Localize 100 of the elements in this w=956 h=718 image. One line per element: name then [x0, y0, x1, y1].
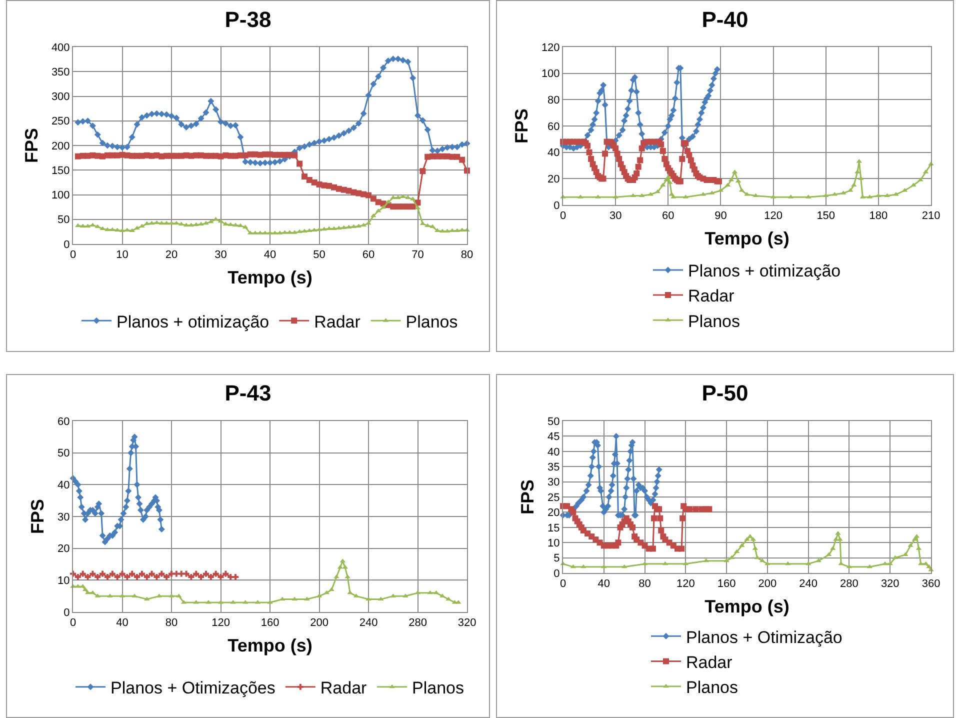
y-tick-label: 50	[548, 416, 560, 428]
y-tick-label: 350	[51, 66, 70, 78]
x-tick-label: 280	[408, 617, 427, 630]
point	[168, 570, 174, 577]
x-tick-label: 210	[922, 210, 940, 222]
x-tick-label: 120	[212, 617, 230, 630]
legend-label: Planos	[686, 678, 738, 697]
y-tick-label: 50	[58, 448, 70, 460]
x-tick-label: 120	[676, 578, 695, 590]
chart-title: P-50	[702, 380, 748, 406]
y-tick-label: 60	[58, 416, 70, 428]
x-tick-label: 240	[799, 578, 818, 590]
point	[580, 564, 586, 568]
x-tick-label: 320	[458, 617, 476, 630]
point	[144, 574, 150, 580]
y-tick-label: 10	[548, 537, 560, 550]
point	[114, 574, 120, 580]
y-tick-label: 80	[548, 94, 560, 107]
point	[188, 574, 194, 580]
point	[157, 516, 164, 523]
y-tick-label: 30	[548, 476, 560, 489]
y-tick-label: 30	[58, 511, 70, 524]
point	[74, 574, 81, 580]
point	[78, 504, 85, 510]
point	[129, 570, 136, 577]
point	[156, 506, 162, 514]
x-tick-label: 60	[362, 249, 375, 262]
point	[77, 494, 84, 501]
point	[131, 434, 138, 440]
point	[154, 574, 160, 580]
x-axis-title: Tempo (s)	[228, 635, 312, 656]
point	[80, 570, 86, 577]
point	[125, 488, 132, 494]
y-tick-label: 15	[548, 522, 560, 534]
chart-title: P-43	[224, 380, 272, 406]
point	[876, 193, 882, 198]
x-axis-title: Tempo (s)	[704, 228, 790, 248]
point	[222, 570, 229, 577]
y-tick-label: 150	[51, 164, 70, 177]
legend-label: Planos + Otimizações	[110, 678, 276, 698]
x-axis-title: Tempo (s)	[704, 596, 790, 616]
point	[92, 510, 98, 517]
y-tick-label: 60	[548, 120, 560, 133]
x-tick-label: 30	[214, 249, 227, 262]
y-tick-label: 0	[554, 200, 560, 212]
point	[630, 193, 636, 198]
y-tick-label: 20	[548, 174, 560, 186]
x-tick-label: 160	[260, 617, 280, 630]
y-tick-label: 20	[548, 507, 560, 520]
point	[119, 570, 126, 577]
x-tick-label: 280	[840, 578, 858, 590]
x-tick-label: 40	[116, 617, 128, 630]
y-tick-label: 400	[51, 42, 70, 54]
point	[212, 570, 219, 577]
point	[120, 510, 127, 517]
x-tick-label: 80	[165, 617, 178, 630]
point	[158, 526, 165, 532]
point	[193, 570, 200, 577]
point	[124, 497, 130, 504]
y-tick-label: 0	[64, 606, 70, 619]
y-tick-label: 0	[64, 238, 70, 251]
point	[136, 500, 143, 508]
point	[615, 540, 622, 546]
point	[100, 570, 106, 577]
point	[134, 574, 140, 580]
point	[678, 546, 685, 552]
y-tick-label: 5	[554, 552, 560, 565]
y-tick-label: 20	[58, 543, 70, 556]
x-tick-label: 320	[880, 578, 900, 590]
point	[427, 590, 433, 594]
point	[99, 532, 106, 539]
x-tick-label: 200	[758, 578, 777, 590]
point	[137, 506, 144, 514]
x-tick-label: 180	[869, 210, 888, 222]
point	[882, 561, 888, 566]
legend-label: Radar	[688, 286, 735, 306]
legend-label: Planos	[406, 312, 458, 332]
point	[208, 574, 214, 580]
point	[84, 574, 91, 580]
point	[446, 596, 452, 601]
y-tick-label: 40	[548, 147, 560, 160]
point	[164, 574, 170, 580]
x-tick-label: 90	[714, 210, 727, 222]
legend-label: Radar	[320, 678, 368, 698]
y-axis-title: FPS	[22, 128, 42, 164]
x-tick-label: 360	[922, 578, 940, 590]
point	[135, 494, 142, 501]
point	[703, 558, 709, 562]
point	[218, 574, 224, 580]
point	[183, 570, 190, 577]
x-tick-label: 80	[638, 578, 651, 590]
y-axis-title: FPS	[512, 108, 532, 144]
point	[118, 516, 124, 523]
chart-title: P-38	[224, 6, 272, 32]
legend-label: Radar	[686, 652, 733, 672]
point	[158, 570, 165, 577]
point	[686, 506, 693, 512]
point	[764, 561, 770, 566]
x-tick-label: 70	[412, 249, 424, 262]
y-tick-label: 250	[51, 116, 70, 128]
